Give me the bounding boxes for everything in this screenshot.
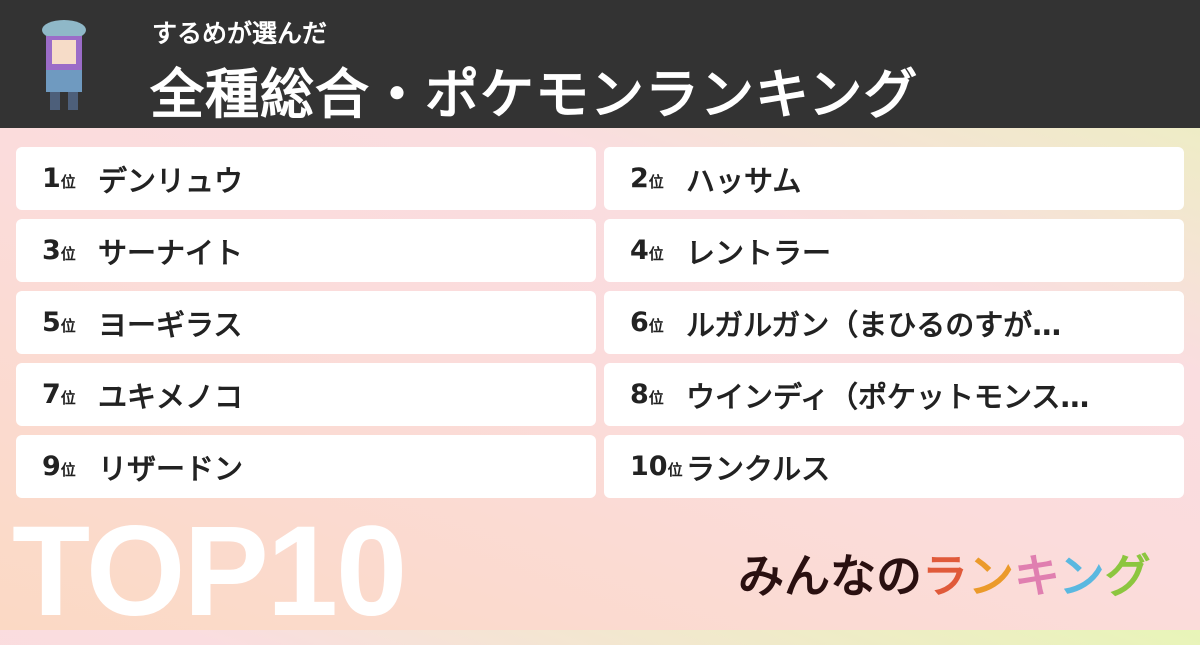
pokemon-name: レントラー	[686, 235, 832, 270]
logo-char: ン	[968, 549, 1014, 603]
rank-number: 1位	[42, 163, 76, 194]
ranking-item[interactable]: 9位 リザードン	[16, 435, 596, 498]
rank-number: 8位	[630, 379, 664, 410]
pokemon-name: ランクルス	[686, 451, 831, 486]
site-logo: みんなのランキング	[738, 540, 1151, 606]
pokemon-name: ハッサム	[686, 163, 802, 198]
rank-number: 3位	[42, 235, 76, 266]
rank-number: 2位	[630, 163, 664, 194]
top10-badge: TOP10	[12, 500, 407, 643]
character-avatar-icon	[42, 20, 86, 110]
rank-number: 10位	[630, 451, 683, 482]
ranking-item[interactable]: 4位 レントラー	[604, 219, 1184, 282]
rank-number: 4位	[630, 235, 664, 266]
rank-number: 5位	[42, 307, 76, 338]
pokemon-name: ユキメノコ	[98, 379, 244, 414]
ranking-item[interactable]: 3位 サーナイト	[16, 219, 596, 282]
ranking-item[interactable]: 10位 ランクルス	[604, 435, 1184, 498]
logo-char: グ	[1104, 549, 1151, 603]
header: するめが選んだ 全種総合・ポケモンランキング	[0, 0, 1200, 128]
rank-number: 7位	[42, 379, 76, 410]
pokemon-name: デンリュウ	[98, 163, 244, 198]
pokemon-name: ルガルガン（まひるのすが…	[686, 307, 1062, 342]
ranking-item[interactable]: 1位 デンリュウ	[16, 147, 596, 210]
rank-number: 9位	[42, 451, 76, 482]
pokemon-name: リザードン	[98, 451, 244, 486]
ranking-item[interactable]: 6位 ルガルガン（まひるのすが…	[604, 291, 1184, 354]
ranking-item[interactable]: 5位 ヨーギラス	[16, 291, 596, 354]
ranking-item[interactable]: 2位 ハッサム	[604, 147, 1184, 210]
pokemon-name: サーナイト	[98, 235, 244, 270]
logo-char: キ	[1014, 549, 1059, 603]
pokemon-name: ヨーギラス	[98, 307, 243, 342]
ranking-item[interactable]: 7位 ユキメノコ	[16, 363, 596, 426]
rank-number: 6位	[630, 307, 664, 338]
logo-char: ラ	[922, 549, 968, 603]
ranking-item[interactable]: 8位 ウインディ（ポケットモンス…	[604, 363, 1184, 426]
subtitle: するめが選んだ	[152, 19, 328, 48]
pokemon-name: ウインディ（ポケットモンス…	[686, 379, 1090, 414]
logo-text: みんなの	[738, 549, 922, 603]
page-title: 全種総合・ポケモンランキング	[150, 63, 919, 126]
logo-char: ン	[1058, 549, 1105, 603]
